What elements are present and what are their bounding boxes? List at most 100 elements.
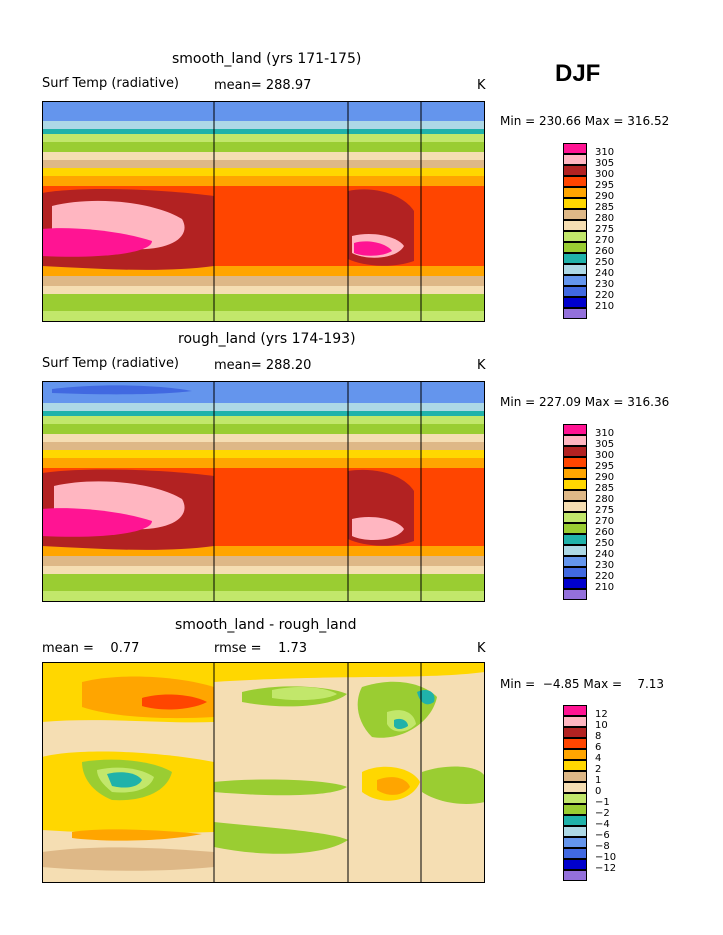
- band-280: [42, 434, 485, 442]
- diff-positive-band: [42, 807, 214, 830]
- panel2-unit: K: [477, 358, 486, 373]
- colorbar-tick-label: 295: [595, 180, 615, 191]
- panel2-minmax: Min = 227.09 Max = 316.36: [500, 395, 670, 409]
- colorbar-swatch: [563, 165, 587, 176]
- panel1-minmax: Min = 230.66 Max = 316.52: [500, 114, 670, 128]
- colorbar-swatch: [563, 837, 587, 848]
- diff-negative-right-band: [422, 766, 485, 804]
- colorbar-tick-label: 285: [595, 483, 615, 494]
- season-label: DJF: [555, 60, 601, 87]
- diff-negative-band: [214, 779, 347, 796]
- colorbar-tick-label: 310: [595, 147, 615, 158]
- colorbar-tick-label: −6: [595, 830, 610, 841]
- panel2-variable: Surf Temp (radiative): [42, 356, 180, 371]
- colorbar-swatch: [563, 523, 587, 534]
- panel1-unit: K: [477, 78, 486, 93]
- colorbar-swatch: [563, 771, 587, 782]
- diff-positive-top: [214, 662, 485, 682]
- band-240: [42, 121, 485, 129]
- colorbar-tick-label: 300: [595, 169, 615, 180]
- colorbar-swatch: [563, 815, 587, 826]
- diff-negative-left-strong: [107, 772, 142, 788]
- panel1-map: [42, 101, 485, 322]
- colorbar-swatch: [563, 859, 587, 870]
- band-270: [42, 416, 485, 424]
- colorbar-swatch: [563, 264, 587, 275]
- band-295b: [42, 546, 485, 556]
- colorbar-swatch: [563, 198, 587, 209]
- colorbar-swatch: [563, 545, 587, 556]
- colorbar-tick-label: 210: [595, 301, 615, 312]
- colorbar-tick-label: 1: [595, 775, 602, 786]
- continent-hottest-left: [42, 228, 152, 257]
- panel2-mean: mean= 288.20: [214, 358, 312, 373]
- colorbar-tick-label: 310: [595, 428, 615, 439]
- colorbar-swatch: [563, 826, 587, 837]
- band-285: [42, 160, 485, 168]
- colorbar-tick-label: 250: [595, 257, 615, 268]
- colorbar-swatch: [563, 242, 587, 253]
- colorbar-tick-label: 240: [595, 549, 615, 560]
- colorbar-swatch: [563, 705, 587, 716]
- colorbar-tick-label: 280: [595, 494, 615, 505]
- colorbar-swatch: [563, 468, 587, 479]
- panel1-variable: Surf Temp (radiative): [42, 76, 180, 91]
- band-275: [42, 142, 485, 152]
- colorbar-tick-label: 250: [595, 538, 615, 549]
- colorbar-tick-label: 220: [595, 290, 615, 301]
- panel3-unit: K: [477, 641, 486, 656]
- panel1-mean: mean= 288.97: [214, 78, 312, 93]
- colorbar-tick-label: −4: [595, 819, 610, 830]
- colorbar-swatch: [563, 848, 587, 859]
- colorbar-tick-label: 275: [595, 224, 615, 235]
- colorbar-swatch: [563, 187, 587, 198]
- band-295: [42, 458, 485, 468]
- band-270b: [42, 311, 485, 322]
- colorbar-tick-label: −2: [595, 808, 610, 819]
- colorbar-swatch: [563, 870, 587, 881]
- colorbar-swatch: [563, 154, 587, 165]
- band-280: [42, 152, 485, 160]
- panel3-rmse: rmse = 1.73: [214, 641, 308, 656]
- band-285: [42, 442, 485, 450]
- colorbar-swatch: [563, 286, 587, 297]
- colorbar-swatch: [563, 589, 587, 600]
- band-285b: [42, 276, 485, 286]
- colorbar-swatch: [563, 209, 587, 220]
- colorbar-tick-label: −10: [595, 852, 617, 863]
- colorbar-swatch: [563, 446, 587, 457]
- band-220: [52, 385, 192, 395]
- colorbar-swatch: [563, 424, 587, 435]
- colorbar-tick-label: 220: [595, 571, 615, 582]
- panel3-mean: mean = 0.77: [42, 641, 140, 656]
- colorbar-swatch: [563, 501, 587, 512]
- colorbar-swatch: [563, 760, 587, 771]
- colorbar-swatch: [563, 578, 587, 589]
- band-275: [42, 424, 485, 434]
- colorbar-tick-label: 0: [595, 786, 602, 797]
- colorbar-tick-label: 210: [595, 582, 615, 593]
- band-295: [42, 176, 485, 186]
- colorbar-tick-label: 305: [595, 439, 615, 450]
- diff-negative-north-light: [272, 687, 337, 701]
- colorbar-swatch: [563, 804, 587, 815]
- band-230: [42, 101, 485, 121]
- colorbar-tick-label: 230: [595, 279, 615, 290]
- colorbar-swatch: [563, 782, 587, 793]
- continent-hottest-left: [42, 508, 152, 537]
- band-290: [42, 450, 485, 458]
- band-270: [42, 134, 485, 142]
- colorbar-tick-label: 230: [595, 560, 615, 571]
- colorbar-swatch: [563, 176, 587, 187]
- colorbar-swatch: [563, 143, 587, 154]
- colorbar-tick-label: 270: [595, 235, 615, 246]
- colorbar-swatch: [563, 556, 587, 567]
- panel3-minmax: Min = −4.85 Max = 7.13: [500, 677, 665, 691]
- band-260: [42, 411, 485, 416]
- colorbar-tick-label: −12: [595, 863, 617, 874]
- diff-negative-center-strong: [394, 718, 408, 729]
- colorbar-swatch: [563, 716, 587, 727]
- diff-positive-center-strong: [377, 777, 410, 795]
- colorbar-swatch: [563, 253, 587, 264]
- band-285b: [42, 556, 485, 566]
